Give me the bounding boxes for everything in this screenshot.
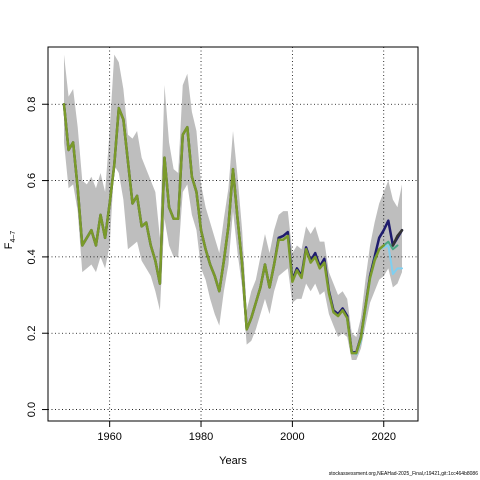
y-tick-label: 0.0 bbox=[26, 402, 38, 417]
x-tick-label: 1960 bbox=[97, 431, 121, 443]
confidence-band-area bbox=[63, 54, 403, 360]
series-line-4 bbox=[391, 228, 404, 247]
footer-credit: stockassessment.org,NEAHad-2025_Final,r1… bbox=[328, 471, 478, 477]
x-tick-label: 2020 bbox=[371, 431, 395, 443]
grid bbox=[48, 47, 418, 421]
plot-frame bbox=[47, 46, 419, 422]
series-line-5 bbox=[62, 102, 385, 355]
x-axis: 1960 1980 2000 2020 bbox=[97, 421, 396, 443]
y-axis: 0.0 0.2 0.4 0.6 0.8 bbox=[26, 97, 48, 417]
y-axis-label: F4–7 bbox=[3, 231, 17, 250]
y-tick-label: 0.8 bbox=[26, 97, 38, 112]
y-tick-label: 0.6 bbox=[26, 173, 38, 188]
series-lines bbox=[62, 102, 404, 356]
confidence-band bbox=[63, 54, 403, 360]
x-axis-label: Years bbox=[219, 455, 247, 467]
x-tick-label: 2000 bbox=[280, 431, 304, 443]
y-axis-label-main: F bbox=[3, 242, 15, 249]
y-tick-label: 0.4 bbox=[26, 249, 38, 264]
x-tick-label: 1980 bbox=[189, 431, 213, 443]
y-tick-label: 0.2 bbox=[26, 326, 38, 341]
y-axis-label-sub: 4–7 bbox=[10, 231, 17, 243]
